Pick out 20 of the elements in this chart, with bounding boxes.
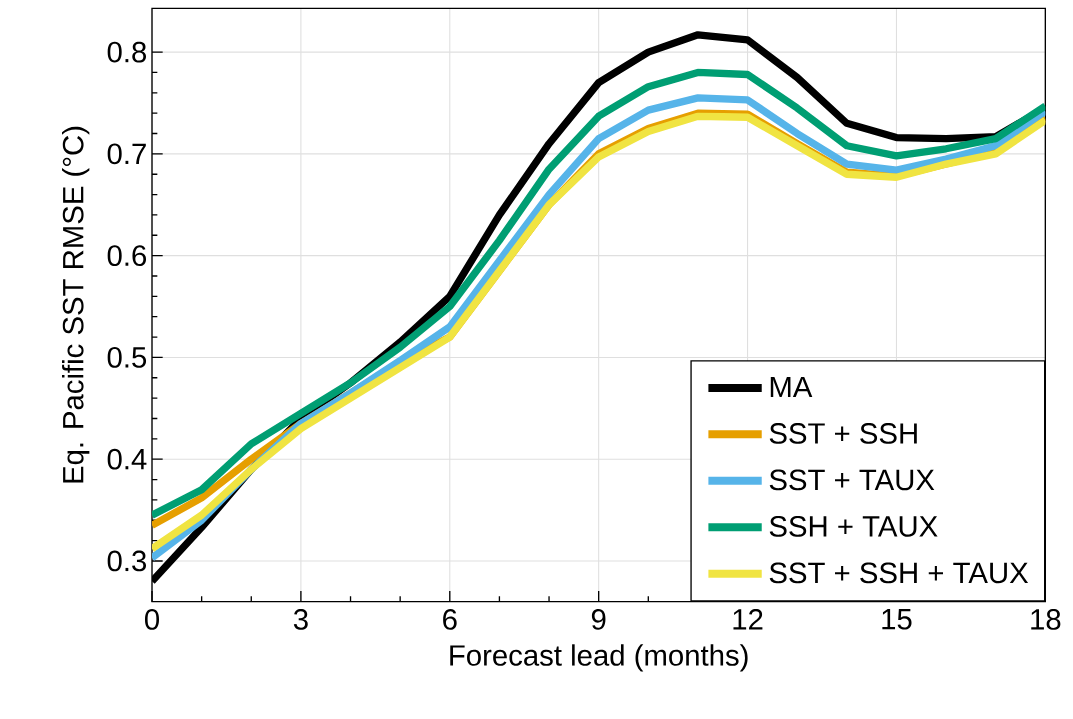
x-axis-title: Forecast lead (months) [450,644,748,672]
legend-label: MA [770,376,813,398]
x-tick-label: 6 [443,609,457,630]
x-tick-label: 12 [733,609,763,630]
legend-label: SST + SSH + TAUX [769,562,1029,584]
x-tick-label: 9 [591,609,606,630]
x-tick-label: 3 [293,609,308,630]
legend-label: SST + SSH [769,423,917,444]
y-tick-label: 0.5 [107,347,147,368]
x-tick-label: 0 [145,609,160,630]
y-tick-label: 0.6 [107,245,147,267]
legend-label: SSH + TAUX [769,516,938,537]
legend-label: SST + TAUX [769,469,935,491]
x-tick-label: 18 [1031,609,1061,630]
y-axis-title: Eq. Pacific SST RMSE (°C) [62,126,90,483]
y-tick-label: 0.3 [107,550,147,572]
y-tick-label: 0.7 [107,143,146,165]
y-tick-label: 0.4 [107,448,147,470]
y-tick-label: 0.8 [107,41,147,63]
x-tick-label: 15 [882,609,912,630]
